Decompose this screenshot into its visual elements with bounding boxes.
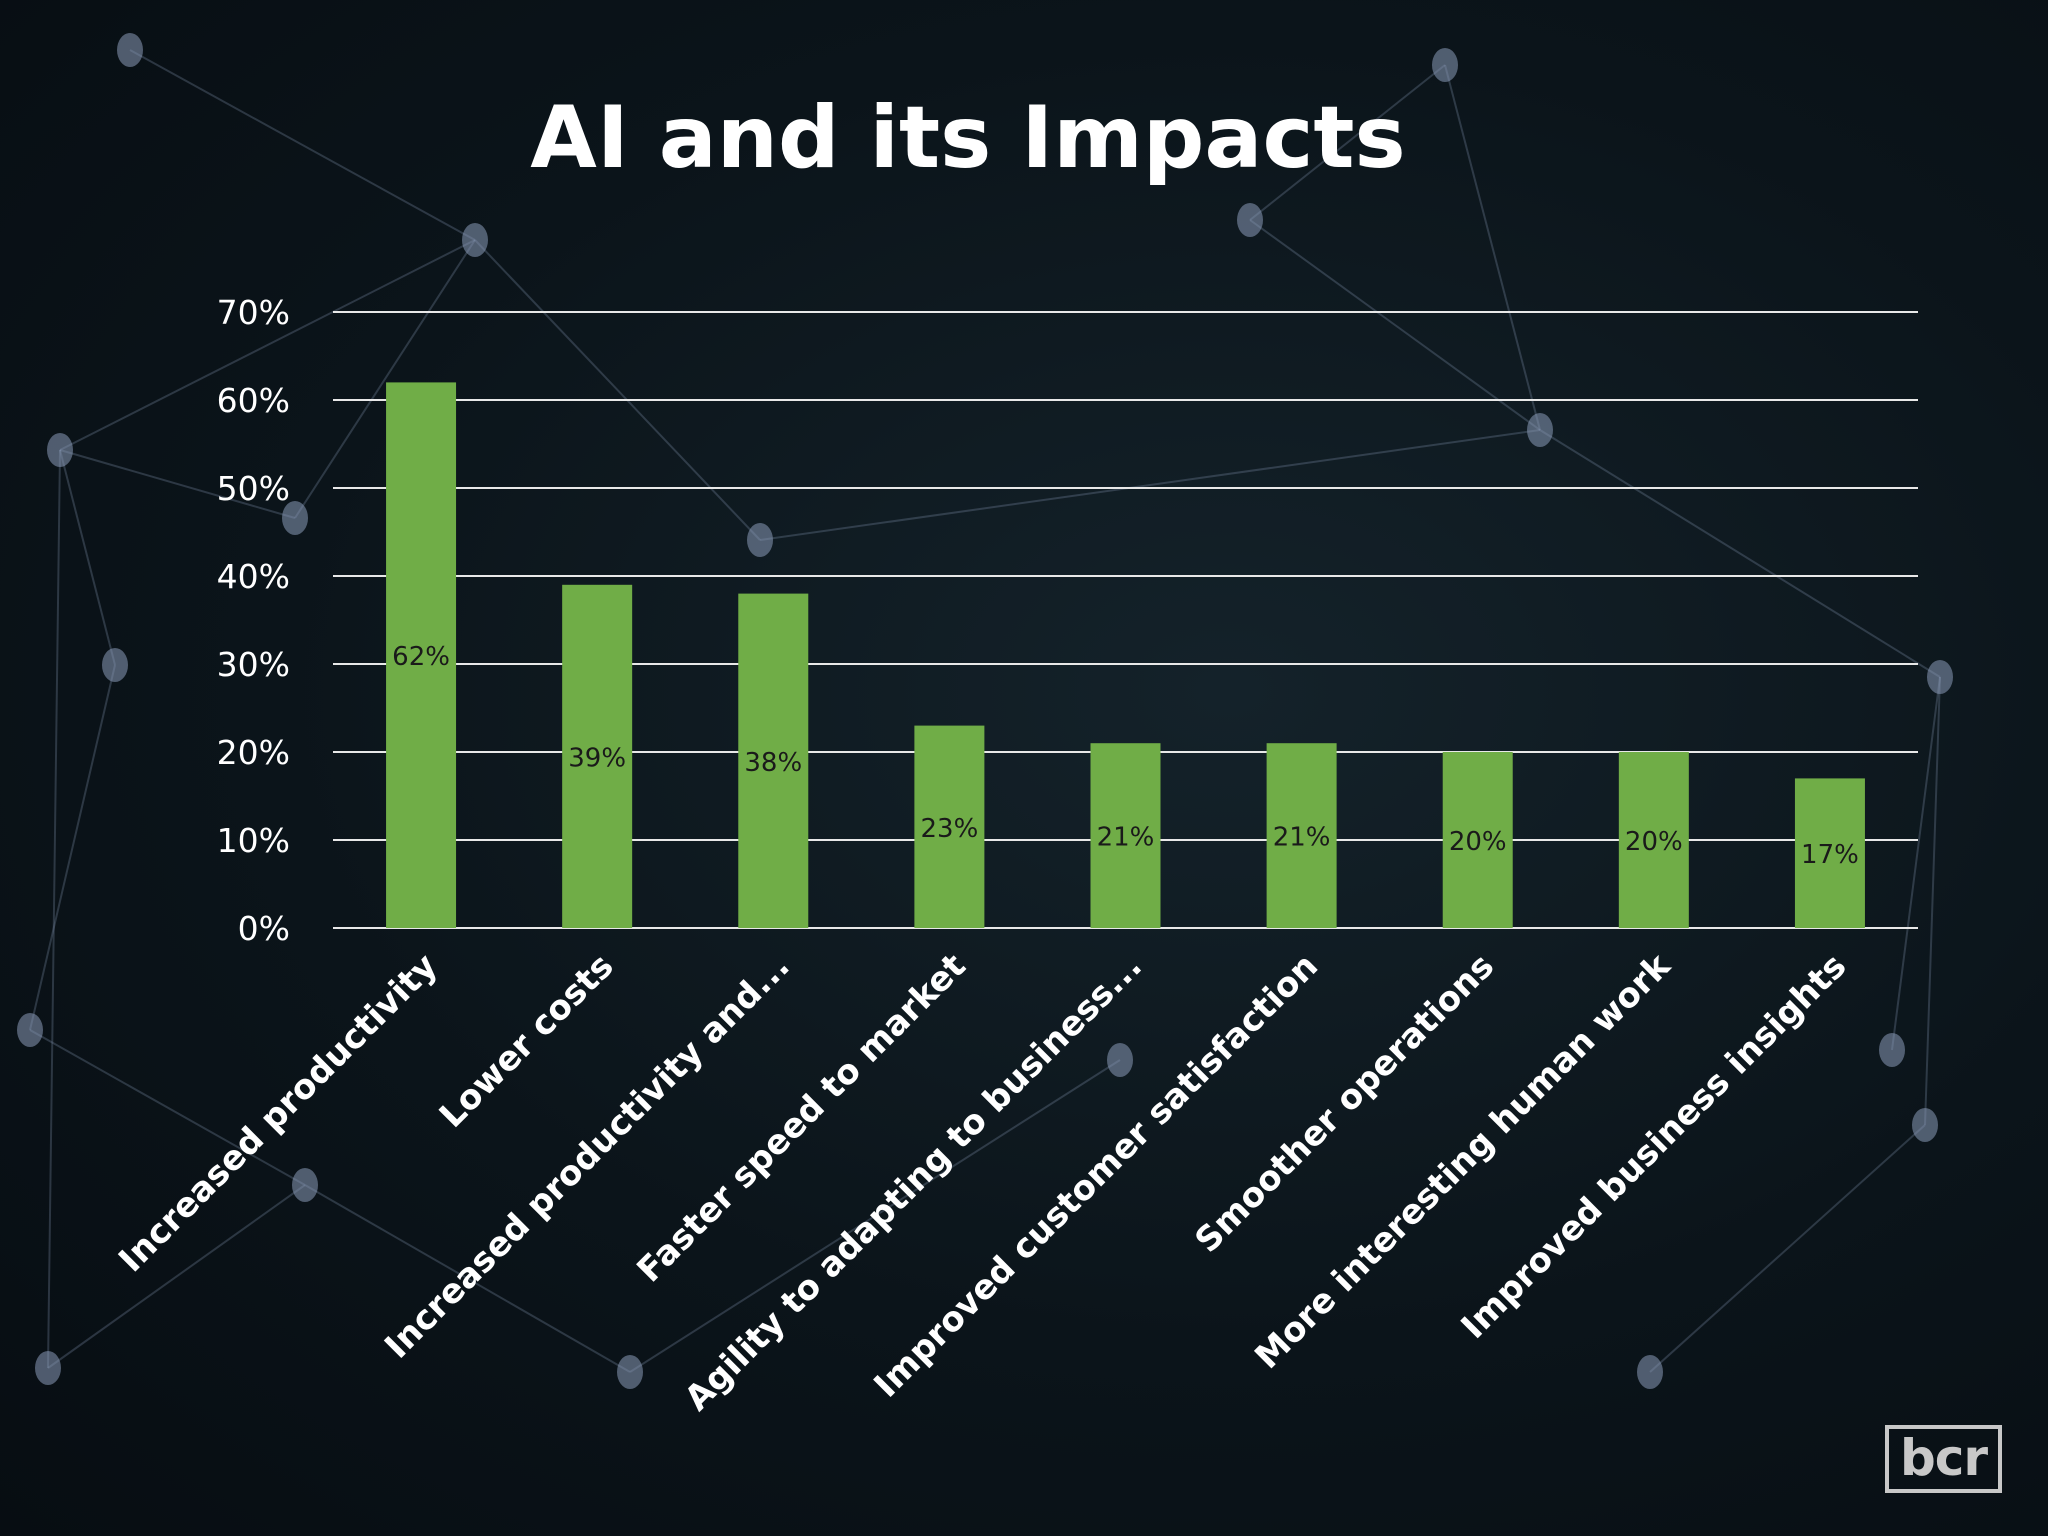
network-node: [1432, 48, 1458, 82]
bar: [1618, 752, 1689, 928]
network-edge: [304, 1184, 631, 1373]
network-edge: [1924, 676, 1941, 1126]
network-edge: [759, 429, 1541, 541]
bar: [738, 593, 809, 928]
network-edge: [59, 449, 116, 666]
x-tick-label: Improved business insights: [1454, 946, 1855, 1347]
network-edge: [629, 1059, 1121, 1373]
network-edge: [129, 49, 476, 241]
network-node: [102, 648, 128, 682]
slide-title: AI and its Impacts: [530, 88, 1406, 188]
y-tick-label: 60%: [217, 381, 290, 420]
data-label: 38%: [744, 748, 802, 778]
y-tick-label: 40%: [217, 557, 290, 596]
bcr-logo: bcr: [1885, 1425, 2002, 1493]
network-node: [35, 1351, 61, 1385]
bar: [1442, 752, 1513, 928]
bar: [562, 584, 633, 928]
data-label: 39%: [568, 743, 626, 773]
network-node: [47, 433, 73, 467]
network-edge: [1249, 64, 1446, 221]
network-edge: [59, 449, 296, 519]
bar: [386, 382, 457, 928]
network-node: [1237, 203, 1263, 237]
network-node: [1912, 1108, 1938, 1142]
y-axis-ticks: 0% 10% 20% 30% 40% 50% 60% 70%: [217, 293, 290, 948]
y-tick-label: 30%: [217, 645, 290, 684]
x-tick-label: Increased productivity: [111, 946, 445, 1280]
bar: [1794, 778, 1865, 928]
data-label: 20%: [1449, 827, 1507, 857]
network-edge: [29, 664, 116, 1031]
network-edge: [59, 239, 476, 451]
network-edge: [1444, 64, 1541, 431]
bar: [1266, 743, 1337, 928]
y-tick-label: 0%: [238, 909, 290, 948]
network-node: [1527, 413, 1553, 447]
network-node: [747, 523, 773, 557]
network-node: [117, 33, 143, 67]
network-edge: [474, 239, 761, 541]
y-tick-label: 10%: [217, 821, 290, 860]
network-edge: [47, 1184, 306, 1369]
network-edge: [1649, 1124, 1926, 1373]
bar: [1090, 743, 1161, 928]
x-tick-label: Smoother operations: [1187, 946, 1502, 1261]
network-node: [1637, 1355, 1663, 1389]
data-label: 21%: [1273, 823, 1331, 853]
y-tick-label: 20%: [217, 733, 290, 772]
network-node: [292, 1168, 318, 1202]
data-labels: 62% 39% 38% 23% 21% 21% 20% 20% 17%: [392, 642, 1859, 870]
network-node: [17, 1013, 43, 1047]
data-label: 62%: [392, 642, 450, 672]
network-node: [1107, 1043, 1133, 1077]
network-edge: [1249, 219, 1541, 431]
network-node: [282, 501, 308, 535]
y-tick-label: 50%: [217, 469, 290, 508]
data-label: 21%: [1097, 823, 1155, 853]
network-node: [1879, 1033, 1905, 1067]
network-edge: [47, 449, 61, 1369]
data-label: 20%: [1625, 827, 1683, 857]
x-tick-label: Faster speed to market: [630, 946, 974, 1290]
y-tick-label: 70%: [217, 293, 290, 332]
network-edge: [1539, 429, 1941, 678]
network-edge: [29, 1029, 306, 1186]
network-node: [462, 223, 488, 257]
network-node: [1927, 660, 1953, 694]
bar: [914, 725, 985, 928]
data-label: 17%: [1801, 840, 1859, 870]
bars: [386, 382, 1865, 928]
data-label: 23%: [920, 814, 978, 844]
network-edge: [1891, 676, 1941, 1051]
x-tick-label: Lower costs: [432, 946, 622, 1136]
network-node: [617, 1355, 643, 1389]
network-edge: [294, 239, 476, 519]
